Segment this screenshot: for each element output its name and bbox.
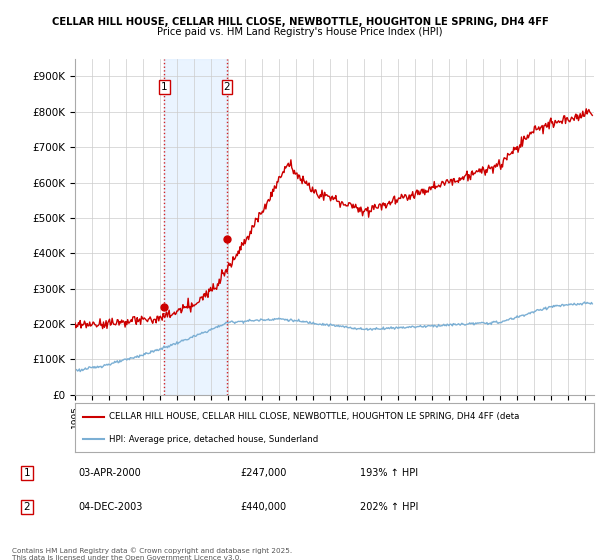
Text: 03-APR-2000: 03-APR-2000 [78, 468, 141, 478]
Text: CELLAR HILL HOUSE, CELLAR HILL CLOSE, NEWBOTTLE, HOUGHTON LE SPRING, DH4 4FF (de: CELLAR HILL HOUSE, CELLAR HILL CLOSE, NE… [109, 412, 519, 421]
Bar [164, 59, 227, 395]
Text: 2: 2 [223, 82, 230, 92]
Text: 1: 1 [23, 468, 31, 478]
Text: 1: 1 [161, 82, 167, 92]
Text: HPI: Average price, detached house, Sunderland: HPI: Average price, detached house, Sund… [109, 435, 318, 444]
Text: £440,000: £440,000 [240, 502, 286, 512]
Text: CELLAR HILL HOUSE, CELLAR HILL CLOSE, NEWBOTTLE, HOUGHTON LE SPRING, DH4 4FF: CELLAR HILL HOUSE, CELLAR HILL CLOSE, NE… [52, 17, 548, 27]
Text: Contains HM Land Registry data © Crown copyright and database right 2025.
This d: Contains HM Land Registry data © Crown c… [12, 548, 292, 560]
Text: 04-DEC-2003: 04-DEC-2003 [78, 502, 142, 512]
Text: £247,000: £247,000 [240, 468, 286, 478]
Text: Price paid vs. HM Land Registry's House Price Index (HPI): Price paid vs. HM Land Registry's House … [157, 27, 443, 37]
Text: 2: 2 [23, 502, 31, 512]
Text: 202% ↑ HPI: 202% ↑ HPI [360, 502, 418, 512]
Text: 193% ↑ HPI: 193% ↑ HPI [360, 468, 418, 478]
